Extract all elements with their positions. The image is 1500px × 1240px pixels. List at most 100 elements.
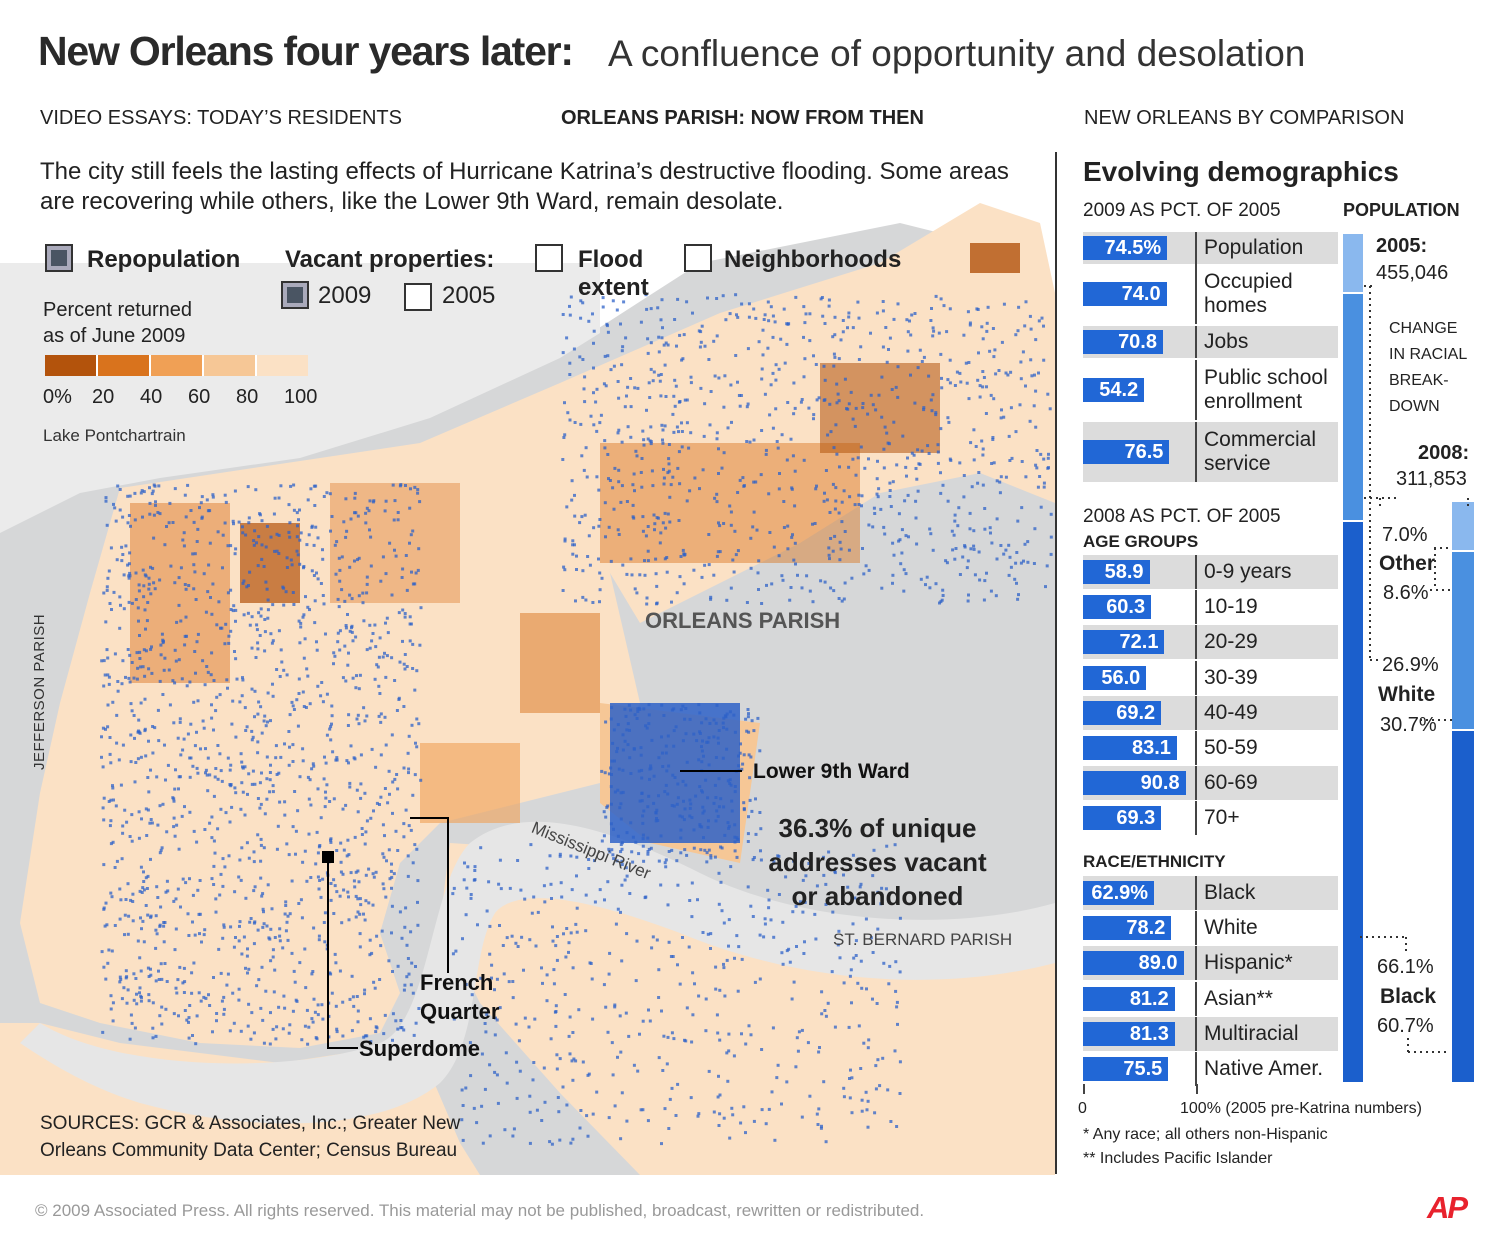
vacant-dot xyxy=(100,659,104,663)
population-bar-2008 xyxy=(1452,500,1474,1082)
vacant-dot xyxy=(238,858,242,862)
vacant-dot xyxy=(1007,543,1011,547)
vacant-dot xyxy=(739,1121,743,1125)
vacant-dot xyxy=(154,500,157,504)
vacant-dot xyxy=(746,885,750,889)
tab-video-essays[interactable]: VIDEO ESSAYS: TODAY’S RESIDENTS xyxy=(40,107,402,129)
vacant-dot xyxy=(577,1008,581,1012)
vacant-dot xyxy=(156,708,160,712)
vacant-dot xyxy=(192,829,196,833)
vacant-dot xyxy=(670,804,674,807)
vacant-dot xyxy=(323,940,327,944)
vacant-dot xyxy=(350,597,354,601)
vacant-dot xyxy=(354,894,358,898)
vacant-dot xyxy=(234,619,237,623)
vacant-dot xyxy=(916,489,920,493)
vacant-dot xyxy=(766,888,770,892)
vacant-dot xyxy=(139,755,143,759)
vacant-dot xyxy=(631,515,635,519)
vacant-dot xyxy=(257,978,261,982)
vacant-dot xyxy=(381,823,385,827)
vacant-dot xyxy=(813,522,817,525)
vacant-dot xyxy=(666,734,670,738)
vacant-dot xyxy=(620,841,624,845)
vacant-dot xyxy=(522,968,525,972)
vacant-dot xyxy=(936,450,940,454)
vacant-dot xyxy=(647,722,651,726)
vacant-dot xyxy=(312,926,316,930)
vacant-dot xyxy=(1034,389,1038,393)
vacant-2009-checkbox[interactable] xyxy=(281,281,309,309)
vacant-dot xyxy=(108,602,112,605)
vacant-dot xyxy=(655,602,658,606)
vacant-dot xyxy=(1020,506,1024,510)
vacant-dot xyxy=(775,440,779,443)
vacant-dot xyxy=(682,333,686,337)
vacant-dot xyxy=(414,965,417,968)
vacant-dot xyxy=(931,334,935,338)
vacant-dot xyxy=(820,1012,824,1016)
vacant-dot xyxy=(187,584,191,587)
vacant-dot xyxy=(672,729,676,733)
vacant-dot xyxy=(767,898,771,902)
vacant-dot xyxy=(129,524,132,528)
vacant-dot xyxy=(330,722,333,726)
flood-extent-checkbox[interactable] xyxy=(535,244,563,272)
tab-comparison[interactable]: NEW ORLEANS BY COMPARISON xyxy=(1084,107,1405,129)
vacant-dot xyxy=(877,487,881,491)
vacant-dot xyxy=(190,971,194,975)
row-label: Public school enrollment xyxy=(1204,366,1328,414)
vacant-dot xyxy=(250,615,254,619)
vacant-dot xyxy=(498,924,501,927)
vacant-dot xyxy=(210,703,213,707)
vacant-dot xyxy=(676,1082,680,1086)
vacant-dot xyxy=(854,473,858,477)
vacant-dot xyxy=(1048,407,1052,411)
vacant-dot xyxy=(268,790,272,794)
vacant-dot xyxy=(646,351,650,355)
vacant-dot xyxy=(126,988,130,992)
vacant-dot xyxy=(264,724,268,728)
vacant-dot xyxy=(652,774,656,778)
orleans-map[interactable] xyxy=(0,143,1055,1175)
vacant-dot xyxy=(205,498,209,502)
vacant-dot xyxy=(381,852,385,856)
vacant-dot xyxy=(384,675,388,679)
vacant-dot xyxy=(707,819,710,823)
vacant-dot xyxy=(723,994,727,998)
vacant-dot xyxy=(733,956,736,960)
vacant-dot xyxy=(210,815,214,819)
vacant-dot xyxy=(365,591,369,595)
vacant-dot xyxy=(602,834,606,838)
vacant-dot xyxy=(266,608,270,612)
vacant-dot xyxy=(341,1000,345,1004)
vacant-dot xyxy=(134,571,138,575)
vacant-dot xyxy=(849,968,853,972)
vacant-dot xyxy=(728,782,732,785)
vacant-dot xyxy=(375,934,379,938)
neighborhoods-checkbox[interactable] xyxy=(684,244,712,272)
vacant-dot xyxy=(258,634,262,637)
vacant-dot xyxy=(341,676,345,680)
vacant-2005-checkbox[interactable] xyxy=(404,283,432,311)
vacant-dot xyxy=(247,967,251,971)
vacant-dot xyxy=(708,423,712,427)
map-panel[interactable] xyxy=(0,143,1055,1175)
vacant-dot xyxy=(647,713,651,717)
vacant-dot xyxy=(473,878,477,882)
vacant-dot xyxy=(146,601,150,604)
vacant-dot xyxy=(215,695,219,699)
vacant-dot xyxy=(248,623,252,627)
vacant-dot xyxy=(333,952,337,956)
vacant-dot xyxy=(721,756,725,760)
vacant-dot xyxy=(306,498,310,502)
tab-orleans-parish[interactable]: ORLEANS PARISH: NOW FROM THEN xyxy=(561,107,924,129)
vacant-dot xyxy=(831,482,835,486)
repopulation-checkbox[interactable] xyxy=(45,244,73,272)
vacant-dot xyxy=(718,1038,722,1042)
vacant-dot xyxy=(294,852,297,856)
vacant-dot xyxy=(1024,384,1027,388)
vacant-dot xyxy=(318,844,322,847)
vacant-dot xyxy=(292,508,296,512)
vacant-dot xyxy=(632,472,636,476)
